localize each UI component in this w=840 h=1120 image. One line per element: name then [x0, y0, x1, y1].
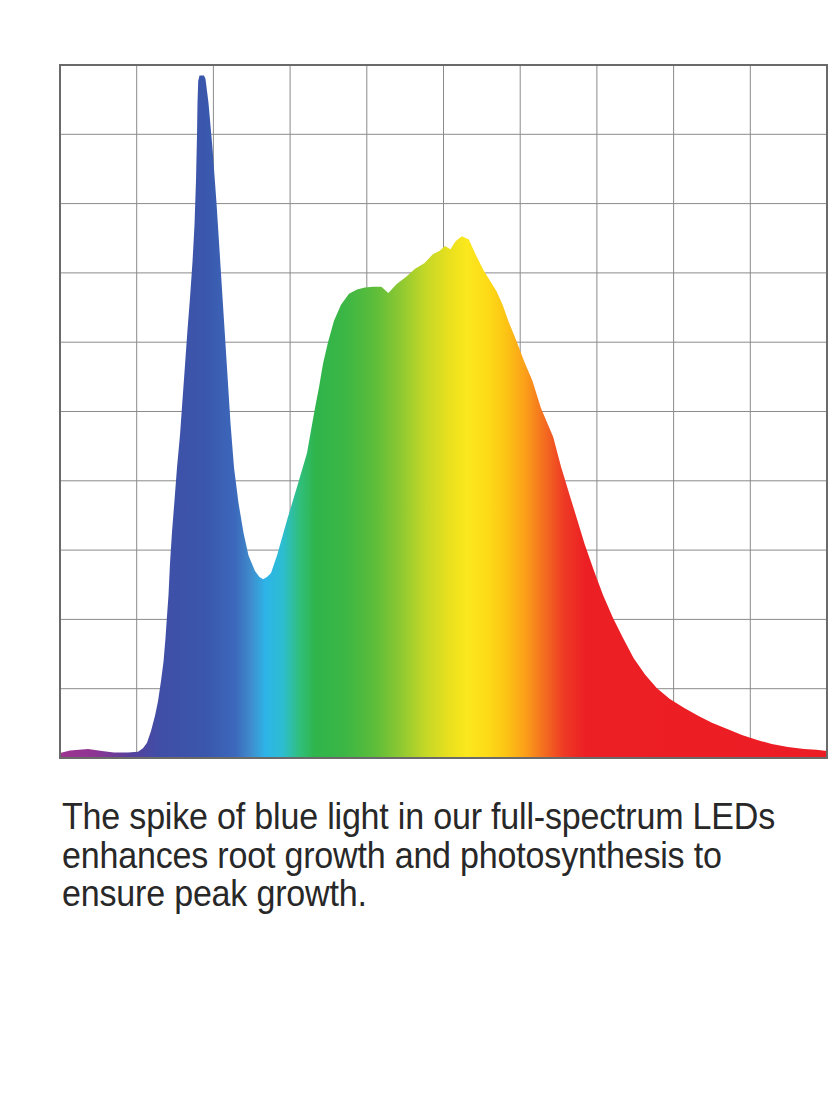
page: The spike of blue light in our full-spec…: [0, 0, 840, 1120]
caption: The spike of blue light in our full-spec…: [62, 798, 840, 914]
caption-line-2: enhances root growth and photosynthesis …: [62, 837, 840, 876]
spectrum-chart: [59, 64, 828, 759]
spectrum-svg: [59, 64, 828, 759]
caption-line-3: ensure peak growth.: [62, 875, 840, 914]
caption-line-1: The spike of blue light in our full-spec…: [62, 798, 840, 837]
